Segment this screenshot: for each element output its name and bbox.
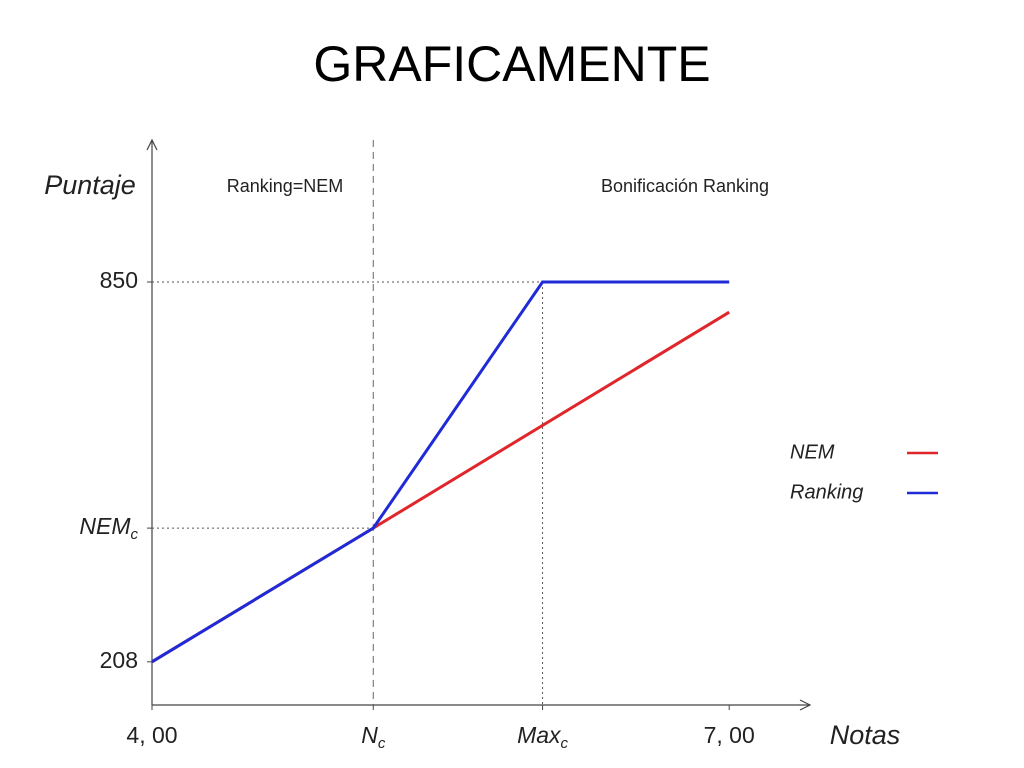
x-tick-label: Nc	[361, 722, 386, 752]
x-tick-label-main: 7, 00	[704, 722, 755, 748]
x-tick-label-sub: c	[561, 735, 569, 752]
series-line	[151, 280, 730, 664]
y-tick-label-sub: c	[131, 526, 139, 543]
y-tick-label: 850	[100, 267, 138, 293]
region-label: Bonificación Ranking	[601, 176, 769, 196]
x-axis-arrow	[799, 699, 812, 711]
y-tick-label: NEMc	[79, 513, 138, 543]
y-tick-label-main: NEM	[79, 513, 131, 539]
x-tick-label: 4, 00	[126, 722, 177, 748]
x-tick-label-sub: c	[378, 735, 386, 752]
x-tick-label-main: 4, 00	[126, 722, 177, 748]
x-axis-label: Notas	[830, 720, 901, 750]
x-tick-label-main: Max	[517, 722, 562, 748]
slide-title: GRAFICAMENTE	[313, 36, 710, 92]
legend-label: Ranking	[790, 481, 863, 503]
legend-label: NEM	[790, 441, 835, 463]
region-label: Ranking=NEM	[227, 176, 344, 196]
x-tick-label-main: N	[361, 722, 378, 748]
x-tick-label: 7, 00	[704, 722, 755, 748]
y-axis-arrow	[146, 138, 158, 151]
x-tick-label: Maxc	[517, 722, 568, 752]
y-axis-label: Puntaje	[44, 170, 136, 200]
y-tick-label: 208	[100, 647, 138, 673]
